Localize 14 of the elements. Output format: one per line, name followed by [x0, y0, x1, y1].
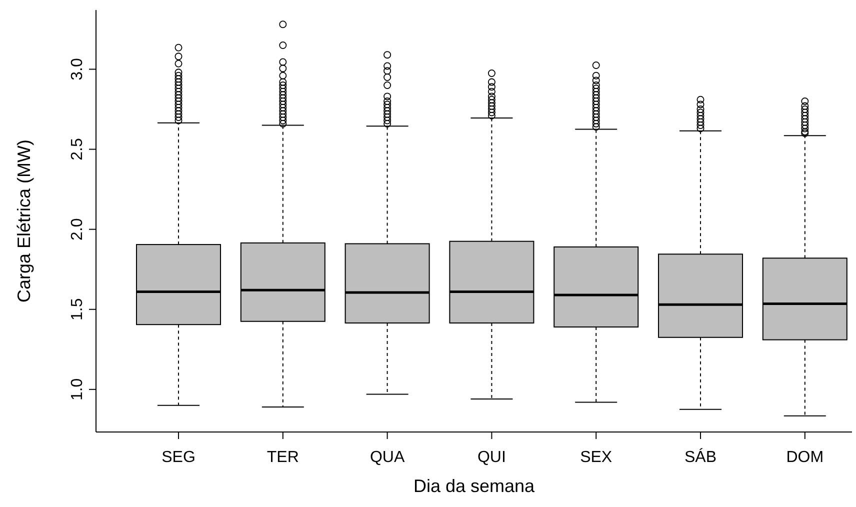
x-tick-label: TER: [266, 449, 299, 466]
y-tick-label: 1.5: [69, 298, 86, 320]
x-tick-label: DOM: [786, 449, 824, 466]
x-tick-label: SEX: [580, 449, 612, 466]
y-tick-label: 2.0: [69, 218, 86, 240]
y-axis-title: Carga Elétrica (MW): [14, 139, 34, 303]
x-tick-label: SEG: [162, 449, 196, 466]
x-tick-label: SÁB: [684, 448, 717, 466]
x-axis-title: Dia da semana: [413, 476, 536, 496]
y-tick-label: 2.5: [69, 138, 86, 160]
x-tick-label: QUA: [370, 449, 405, 466]
y-tick-label: 3.0: [69, 58, 86, 80]
y-tick-label: 1.0: [69, 378, 86, 401]
x-tick-label: QUI: [477, 449, 506, 466]
